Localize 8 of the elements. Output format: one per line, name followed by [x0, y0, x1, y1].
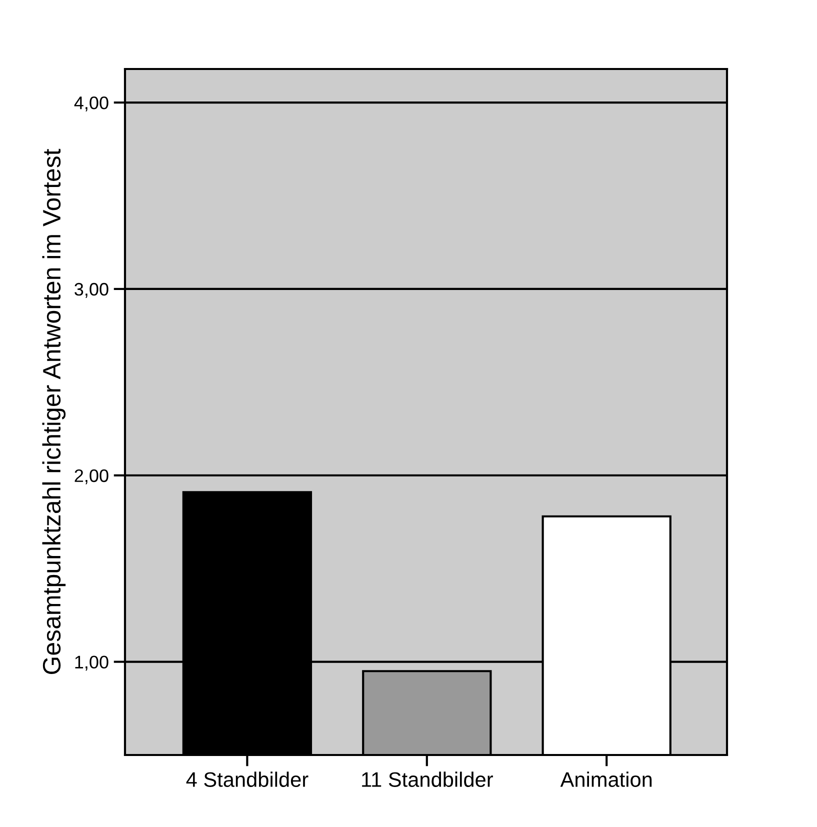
y-tick-label: 3,00	[74, 282, 108, 298]
y-axis-title: Gesamtpunktzahl richtiger Antworten im Vortest	[42, 148, 66, 674]
y-tick-label: 2,00	[74, 469, 108, 484]
x-tick-label: 11 Standbilder	[362, 772, 493, 787]
x-tick-label: Animation	[560, 772, 652, 787]
y-tick-label: 1,00	[75, 656, 108, 671]
y-tick-label: 4,00	[74, 96, 108, 112]
x-tick-label: 4 Standbilder	[186, 772, 308, 787]
